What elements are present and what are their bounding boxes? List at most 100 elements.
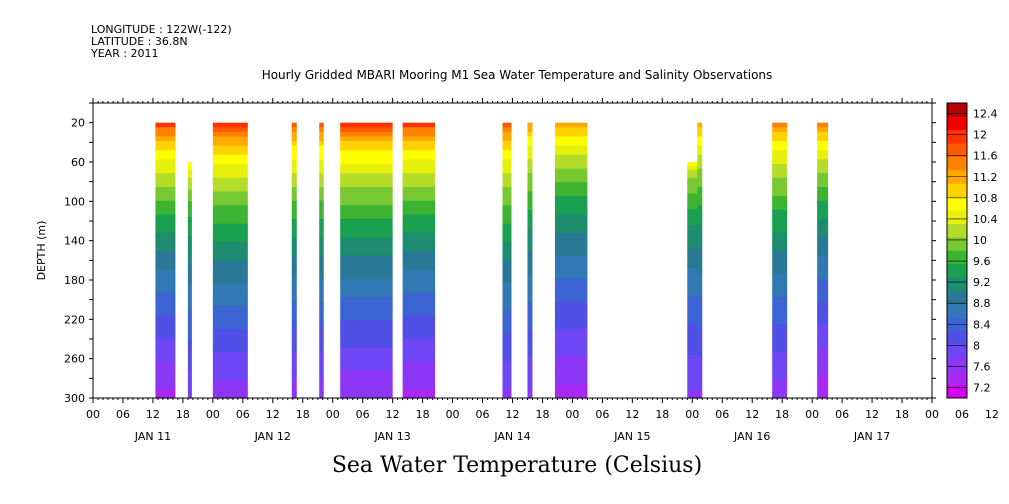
data-cell <box>772 177 788 183</box>
data-cell <box>212 186 248 193</box>
data-cell <box>340 196 393 202</box>
data-cell <box>697 209 703 216</box>
data-cell <box>772 200 788 206</box>
data-cell <box>502 306 512 312</box>
data-cell <box>817 361 829 367</box>
data-cell <box>502 379 512 385</box>
data-cell <box>187 197 192 202</box>
data-cell <box>402 310 436 316</box>
data-cell <box>817 246 829 252</box>
data-cell <box>697 310 703 316</box>
data-cell <box>527 145 533 151</box>
data-cell <box>319 173 324 179</box>
data-cell <box>187 331 192 336</box>
data-cell <box>212 365 248 372</box>
x-tick-label: 06 <box>116 408 130 421</box>
data-cell <box>402 186 436 193</box>
data-cell <box>155 352 176 358</box>
data-cell <box>817 219 829 225</box>
colorbar-label: 8 <box>973 339 980 352</box>
data-cell <box>502 287 512 294</box>
data-cell <box>187 315 192 320</box>
data-cell <box>527 209 533 216</box>
data-cell <box>212 168 248 174</box>
x-tick-label: 12 <box>146 408 160 421</box>
data-cell <box>291 297 297 303</box>
colorbar-swatch <box>947 237 967 251</box>
data-cell <box>772 127 788 133</box>
data-cell <box>402 315 436 321</box>
data-cell <box>291 388 297 395</box>
data-cell <box>772 287 788 294</box>
data-cell <box>340 283 393 289</box>
data-cell <box>155 324 176 330</box>
data-cell <box>212 347 248 353</box>
data-cell <box>319 154 324 160</box>
data-cell <box>402 168 436 174</box>
data-cell <box>772 356 788 362</box>
data-cell <box>687 228 700 234</box>
data-cell <box>687 248 700 254</box>
data-cell <box>772 347 788 353</box>
data-cell <box>187 362 192 368</box>
data-cell <box>212 283 248 289</box>
data-cell <box>402 365 436 372</box>
data-cell <box>527 324 533 330</box>
data-cell <box>402 264 436 271</box>
data-cell <box>291 352 297 358</box>
data-cell <box>817 264 829 271</box>
y-tick-label: 180 <box>64 274 85 287</box>
data-cell <box>319 150 324 156</box>
data-cell <box>817 379 829 385</box>
data-cell <box>155 237 176 243</box>
data-cell <box>527 310 533 316</box>
data-cell <box>697 329 703 335</box>
data-cell <box>402 379 436 385</box>
data-cell <box>527 223 533 229</box>
data-cell <box>697 269 703 275</box>
data-cell <box>187 224 192 230</box>
data-cell <box>402 283 436 289</box>
colorbar-swatch <box>947 116 967 131</box>
data-cell <box>772 365 788 372</box>
x-tick-label: 06 <box>835 408 849 421</box>
data-cell <box>817 205 829 211</box>
data-cell <box>527 182 533 188</box>
data-cell <box>319 361 324 367</box>
data-cell <box>502 319 512 326</box>
y-tick-label: 140 <box>64 235 85 248</box>
data-cell <box>772 136 788 142</box>
data-cell <box>687 299 700 305</box>
data-cell <box>319 347 324 353</box>
data-cell <box>291 319 297 326</box>
data-cell <box>155 191 176 197</box>
data-cell <box>291 159 297 165</box>
data-cell <box>291 356 297 362</box>
data-cell <box>502 342 512 349</box>
data-cell <box>554 260 588 266</box>
data-cell <box>502 214 512 220</box>
data-cell <box>319 370 324 376</box>
data-cell <box>697 150 703 156</box>
data-cell <box>319 237 324 243</box>
data-cell <box>527 159 533 165</box>
data-cell <box>697 168 703 174</box>
data-cell <box>772 122 788 128</box>
data-cell <box>817 191 829 197</box>
data-cell <box>340 186 393 193</box>
data-cell <box>527 163 533 170</box>
data-cell <box>687 236 700 242</box>
data-cell <box>212 269 248 275</box>
data-cell <box>527 274 533 280</box>
data-cell <box>340 228 393 234</box>
data-cell <box>502 301 512 307</box>
data-cell <box>291 338 297 344</box>
data-cell <box>527 384 533 390</box>
y-axis: 20 60 100 140 180 220 260 300 DEPTH (m) <box>35 102 936 405</box>
colorbar-swatch <box>947 330 967 345</box>
data-cell <box>340 274 393 280</box>
data-cell <box>554 388 588 395</box>
data-cell <box>817 287 829 294</box>
data-cell <box>212 154 248 160</box>
data-cell <box>687 386 700 391</box>
